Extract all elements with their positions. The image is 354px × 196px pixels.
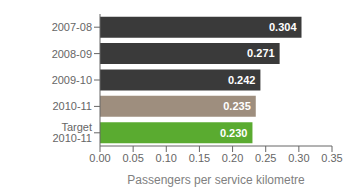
svg-text:0.242: 0.242 bbox=[228, 74, 256, 86]
svg-text:0.35: 0.35 bbox=[321, 152, 342, 164]
svg-text:0.15: 0.15 bbox=[189, 152, 210, 164]
svg-text:0.304: 0.304 bbox=[269, 21, 297, 33]
svg-text:Target2010-11: Target2010-11 bbox=[52, 121, 92, 144]
svg-text:0.05: 0.05 bbox=[122, 152, 143, 164]
svg-text:Passengers per service kilomet: Passengers per service kilometre bbox=[127, 173, 305, 187]
svg-text:2007-08: 2007-08 bbox=[52, 21, 92, 33]
svg-text:0.25: 0.25 bbox=[255, 152, 276, 164]
svg-text:2008-09: 2008-09 bbox=[52, 48, 92, 60]
svg-text:0.230: 0.230 bbox=[220, 127, 248, 139]
svg-text:0.20: 0.20 bbox=[222, 152, 243, 164]
svg-text:2009-10: 2009-10 bbox=[52, 74, 92, 86]
svg-text:0.30: 0.30 bbox=[288, 152, 309, 164]
svg-text:0.10: 0.10 bbox=[156, 152, 177, 164]
svg-text:0.00: 0.00 bbox=[89, 152, 110, 164]
svg-text:0.271: 0.271 bbox=[247, 47, 275, 59]
svg-text:0.235: 0.235 bbox=[223, 100, 251, 112]
svg-text:2010-11: 2010-11 bbox=[52, 100, 92, 112]
